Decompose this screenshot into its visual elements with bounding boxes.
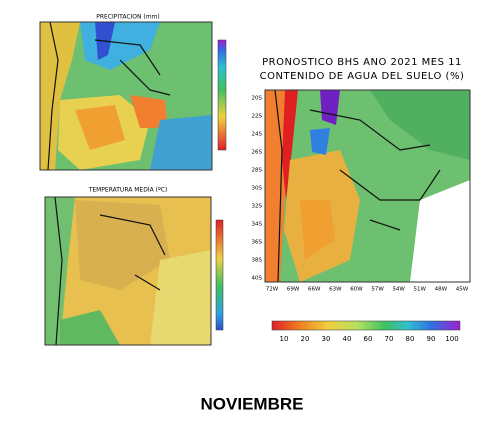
map-area [130,95,168,128]
x-label: 60W [350,287,363,293]
map-frame [264,89,471,283]
colorbar [271,320,461,331]
map-frame [39,21,213,171]
caption: NOVIEMBRE [201,394,304,413]
x-label: 63W [329,287,342,293]
colorbar [215,219,224,331]
map-area [320,90,340,125]
map-area [150,115,212,170]
map-area [300,200,335,260]
map-frame [44,196,212,346]
y-label: 30S [252,186,263,192]
colorbar-label: 10 [280,335,289,343]
y-label: 36S [252,240,263,246]
colorbar-label: 40 [343,335,352,343]
soil-panel: PRONOSTICO BHS ANO 2021 MES 11 CONTENIDO… [252,57,471,343]
y-label: 34S [252,222,263,228]
map-area [282,90,298,200]
map-area [150,250,211,345]
y-label: 26S [252,150,263,156]
y-label: 24S [252,132,263,138]
colorbar-label: 70 [385,335,394,343]
x-label: 54W [392,287,405,293]
panel-title: TEMPERATURA MEDIA (ºC) [88,187,168,194]
y-label: 38S [252,258,263,264]
border-line [47,21,171,171]
map-area [60,310,120,345]
y-label: 28S [252,168,263,174]
precip-panel: PRECIPITACION (mm) [39,14,227,171]
temp-panel: TEMPERATURA MEDIA (ºC) [44,187,224,346]
ocean [410,180,470,282]
colorbar-label: 80 [406,335,415,343]
x-label: 51W [414,287,427,293]
map-area [310,128,330,155]
y-label: 22S [252,114,263,120]
map-area [75,200,170,290]
colorbar-label: 90 [427,335,436,343]
x-label: 48W [435,287,448,293]
y-label: 40S [252,276,263,282]
map-area [45,197,75,345]
y-label: 32S [252,204,263,210]
x-label: 69W [287,287,300,293]
main-title: CONTENIDO DE AGUA DEL SUELO (%) [260,71,465,82]
colorbar-label: 100 [445,335,458,343]
x-label: 72W [266,287,279,293]
border-line [274,89,441,283]
x-label: 57W [371,287,384,293]
colorbar-label: 30 [322,335,331,343]
colorbar-label: 20 [301,335,310,343]
colorbar-label: 60 [364,335,373,343]
main-title: PRONOSTICO BHS ANO 2021 MES 11 [262,57,462,68]
map-area [370,90,470,160]
colorbar [217,39,227,151]
y-label: 20S [252,96,263,102]
border-line [54,196,166,346]
panel-title: PRECIPITACION (mm) [96,14,160,21]
map-area [75,105,125,150]
x-label: 45W [456,287,469,293]
x-label: 66W [308,287,321,293]
